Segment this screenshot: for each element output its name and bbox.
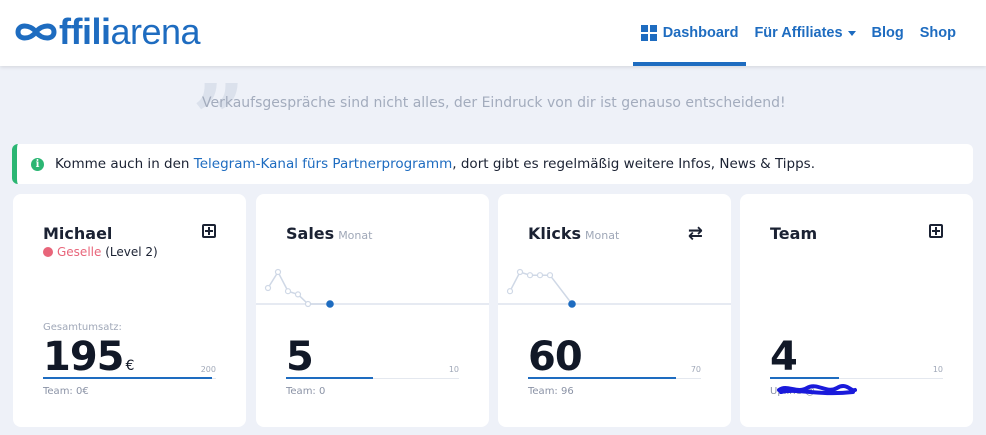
sparkline-point	[546, 272, 554, 279]
motivation-quote: ” Verkaufsgespräche sind nicht alles, de…	[0, 72, 986, 164]
alert-text: Komme auch in den Telegram-Kanal fürs Pa…	[55, 156, 815, 172]
clicks-value: 60	[528, 334, 583, 380]
sparkline-point	[264, 284, 272, 292]
team-goal: 10	[932, 365, 943, 374]
clicks-period: Monat	[585, 229, 620, 242]
total-revenue-label: Gesamtumsatz:	[43, 322, 122, 333]
sales-sparkline	[256, 268, 489, 308]
logo-text-light: arena	[110, 11, 201, 52]
clicks-progress-fill	[528, 377, 677, 379]
clicks-title: Klicks Monat	[528, 224, 619, 243]
alert-text-after: , dort gibt es regelmäßig weitere Infos,…	[452, 156, 816, 172]
total-revenue-number: 195	[43, 334, 124, 380]
clicks-card: Klicks Monat ⇄ 60 70 Team: 96	[498, 194, 731, 427]
sparkline-point	[516, 268, 524, 276]
profile-name: Michael	[43, 224, 113, 243]
logo-loop-icon	[15, 23, 57, 41]
sparkline-point	[326, 300, 334, 308]
sparkline-point	[536, 272, 544, 279]
clicks-progress	[528, 377, 701, 379]
dashboard-grid-icon	[640, 25, 657, 41]
plus-square-icon[interactable]	[929, 224, 943, 238]
sparkline-line	[267, 270, 330, 305]
sparkline-line	[509, 271, 573, 305]
swap-arrows-icon[interactable]: ⇄	[687, 223, 703, 244]
currency-unit: €	[125, 358, 135, 374]
sales-progress-fill	[286, 377, 373, 379]
revenue-progress-fill	[43, 377, 212, 379]
sales-card: Sales Monat 5 10 Team: 0	[256, 194, 489, 427]
total-revenue-value: 195 €	[43, 334, 134, 380]
team-clicks: Team: 96	[528, 386, 574, 397]
sparkline-point	[304, 300, 312, 308]
revenue-goal: 200	[200, 365, 216, 374]
redaction-scribble	[777, 384, 857, 396]
team-card: Team 4 10 Upline @	[740, 194, 973, 427]
sales-period: Monat	[338, 229, 373, 242]
team-sales: Team: 0	[286, 386, 326, 397]
clicks-goal: 70	[690, 365, 701, 374]
nav-fuer-affiliates-label: Für Affiliates	[754, 25, 843, 41]
nav-dashboard-label: Dashboard	[662, 25, 739, 41]
team-title: Team	[770, 224, 818, 243]
team-revenue: Team: 0€	[43, 386, 89, 397]
sparkline-point	[526, 272, 534, 279]
profile-card: Michael Geselle (Level 2) Gesamtumsatz: …	[13, 194, 246, 427]
top-navbar: ffili arena Dashboard Für Affiliates Blog…	[0, 0, 986, 66]
sales-progress	[286, 377, 459, 379]
clicks-sparkline	[498, 268, 731, 308]
nav-shop-label: Shop	[919, 25, 956, 41]
quote-text: Verkaufsgespräche sind nicht alles, der …	[202, 95, 786, 111]
sparkline-point	[294, 291, 302, 298]
nav-shop[interactable]: Shop	[912, 0, 964, 66]
logo-text-bold: ffili	[59, 11, 111, 52]
sparkline-point	[568, 300, 576, 308]
nav-dashboard[interactable]: Dashboard	[632, 0, 747, 66]
telegram-info-alert: i Komme auch in den Telegram-Kanal fürs …	[12, 144, 973, 184]
rank-level: (Level 2)	[105, 245, 158, 259]
nav-blog-label: Blog	[871, 25, 904, 41]
revenue-progress	[43, 377, 216, 379]
nav-blog[interactable]: Blog	[864, 0, 912, 66]
rank-dot-icon	[43, 247, 53, 257]
sales-goal: 10	[448, 365, 459, 374]
rank-badge: Geselle (Level 2)	[43, 245, 158, 259]
info-icon: i	[31, 157, 44, 171]
sparkline-point	[506, 288, 514, 295]
team-progress	[770, 377, 943, 379]
sales-title-label: Sales	[286, 224, 335, 243]
alert-text-before: Komme auch in den	[55, 156, 194, 172]
sparkline-point	[284, 288, 292, 295]
caret-down-icon	[847, 30, 856, 36]
nav-fuer-affiliates[interactable]: Für Affiliates	[746, 0, 863, 66]
sales-value: 5	[286, 334, 314, 380]
sales-title: Sales Monat	[286, 224, 372, 243]
rank-name: Geselle	[57, 245, 102, 259]
main-nav: Dashboard Für Affiliates Blog Shop	[632, 0, 964, 66]
clicks-title-label: Klicks	[528, 224, 582, 243]
telegram-link[interactable]: Telegram-Kanal fürs Partnerprogramm	[193, 156, 453, 172]
sparkline-point	[274, 268, 282, 276]
affiliarena-logo[interactable]: ffili arena	[14, 11, 201, 52]
team-value: 4	[770, 334, 798, 380]
team-progress-fill	[770, 377, 840, 379]
plus-square-icon[interactable]	[202, 224, 216, 238]
